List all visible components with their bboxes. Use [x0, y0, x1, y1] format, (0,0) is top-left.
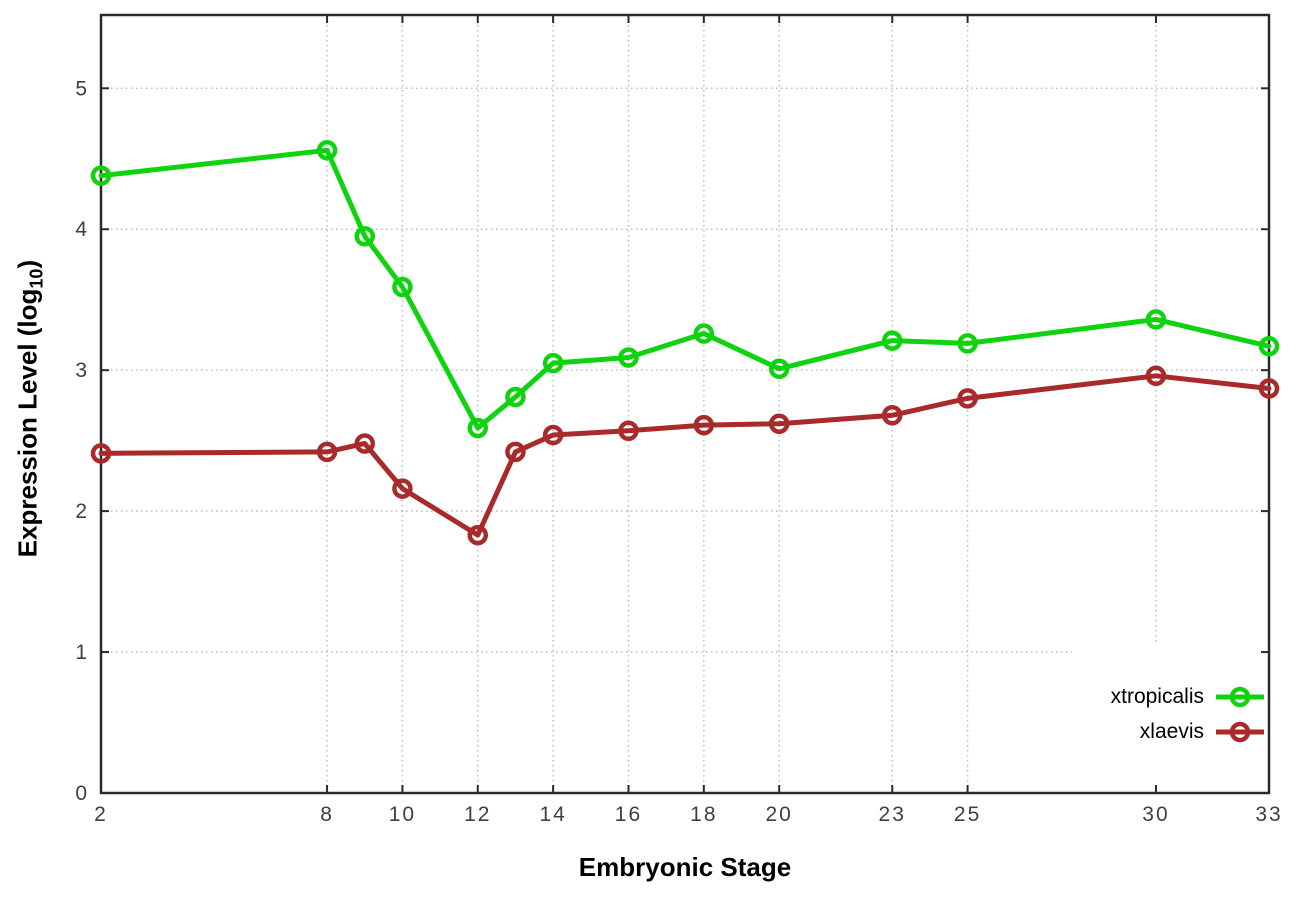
x-tick-label: 8: [320, 803, 334, 826]
data-point-xlaevis: [693, 414, 715, 436]
data-point-xlaevis: [618, 420, 639, 442]
y-axis-title: Expression Level (log10): [12, 199, 47, 619]
y-tick-label: 1: [75, 641, 87, 664]
y-tick-label: 3: [75, 359, 87, 382]
x-tick-label: 10: [389, 803, 416, 826]
y-axis-title-close: ): [12, 259, 43, 269]
legend-sample-xlaevis-icon: [1216, 721, 1264, 742]
y-tick-label: 4: [75, 218, 87, 241]
data-point-xlaevis: [90, 443, 112, 464]
data-point-xtropicalis: [618, 347, 639, 368]
data-point-xtropicalis: [467, 417, 489, 439]
y-tick-label: 2: [75, 500, 87, 523]
data-point-xlaevis: [392, 478, 413, 499]
data-point-xlaevis: [542, 424, 564, 446]
x-tick-label: 16: [615, 803, 642, 826]
data-point-xtropicalis: [957, 333, 978, 354]
data-point-xtropicalis: [1258, 335, 1280, 357]
data-point-xtropicalis: [881, 330, 903, 351]
data-point-xtropicalis: [768, 358, 790, 380]
data-point-xlaevis: [1145, 365, 1167, 387]
x-tick-label: 18: [690, 803, 717, 826]
x-tick-label: 23: [879, 803, 906, 826]
data-point-xtropicalis: [392, 276, 413, 298]
legend-sample-xtropicalis-icon: [1216, 686, 1264, 707]
data-point-xlaevis: [1258, 378, 1280, 399]
legend-label-xlaevis: xlaevis: [1139, 719, 1204, 743]
x-tick-label: 20: [766, 803, 793, 826]
data-point-xtropicalis: [693, 323, 715, 344]
x-tick-label: 12: [464, 803, 491, 826]
data-point-xtropicalis: [90, 165, 112, 186]
data-point-xlaevis: [957, 388, 978, 409]
x-tick-label: 25: [954, 803, 981, 826]
plot-border: [99, 13, 1271, 795]
series-line-xtropicalis: [98, 147, 1272, 431]
data-point-xlaevis: [768, 413, 790, 434]
data-point-xlaevis: [354, 433, 375, 454]
y-tick-label: 5: [75, 77, 87, 100]
x-tick-label: 2: [94, 803, 108, 826]
y-axis-title-text: Expression Level (log: [12, 288, 43, 558]
data-point-xtropicalis: [542, 352, 564, 374]
legend-item-xlaevis: xlaevis: [1111, 714, 1264, 749]
legend-item-xtropicalis: xtropicalis: [1111, 679, 1264, 714]
y-axis-title-subscript: 10: [26, 268, 47, 289]
x-tick-label: 14: [539, 803, 566, 826]
data-point-xtropicalis: [1145, 309, 1167, 330]
x-tick-label: 30: [1142, 803, 1169, 826]
data-point-xlaevis: [467, 524, 489, 546]
data-point-xtropicalis: [505, 386, 526, 408]
y-tick-label: 0: [75, 782, 87, 805]
data-point-xlaevis: [505, 441, 526, 463]
legend-label-xtropicalis: xtropicalis: [1110, 684, 1204, 708]
legend: xtropicalis xlaevis: [1111, 679, 1264, 749]
x-axis-title: Embryonic Stage: [578, 852, 792, 882]
data-point-xtropicalis: [354, 226, 375, 247]
data-point-xlaevis: [316, 441, 338, 463]
x-tick-label: 33: [1255, 803, 1282, 826]
data-point-xtropicalis: [316, 140, 338, 161]
data-point-xlaevis: [881, 405, 903, 426]
